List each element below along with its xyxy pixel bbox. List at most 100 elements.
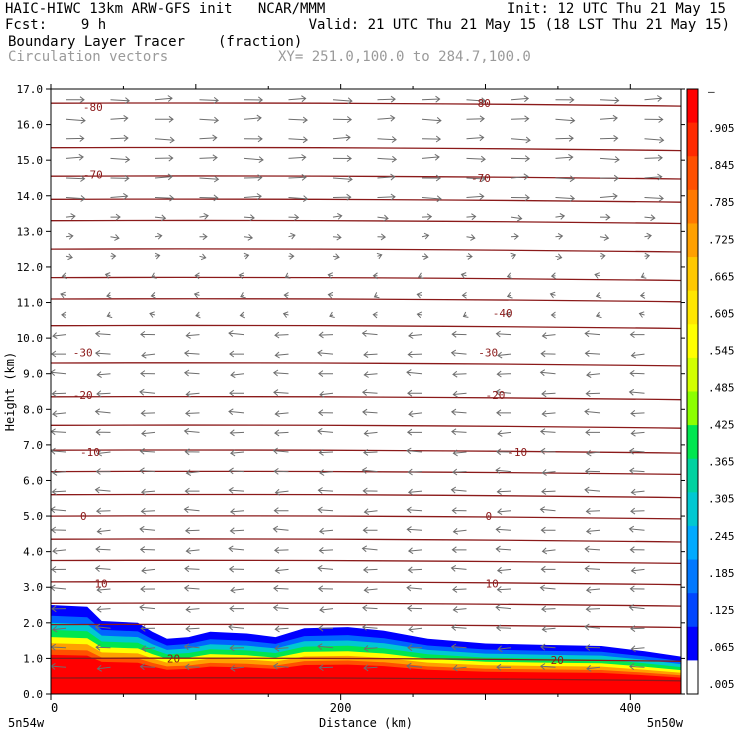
- y-tick-label: 12.0: [17, 261, 44, 274]
- colorbar-label: .725: [708, 233, 735, 246]
- wind-vector: [110, 97, 131, 105]
- wind-vector: [555, 175, 575, 183]
- wind-vector: [140, 585, 156, 593]
- y-tick-label: 2.0: [23, 617, 43, 630]
- wind-vector: [595, 311, 602, 319]
- wind-vector: [274, 331, 289, 339]
- wind-vector: [421, 213, 433, 221]
- wind-vector: [406, 526, 423, 533]
- wind-vector: [421, 117, 442, 124]
- wind-vector: [195, 311, 201, 319]
- wind-vector: [141, 430, 156, 437]
- wind-vector: [541, 469, 556, 476]
- wind-vector: [329, 311, 335, 318]
- wind-vector: [451, 624, 467, 631]
- wind-vector: [541, 547, 556, 555]
- wind-vector: [61, 272, 68, 280]
- wind-vector: [184, 663, 200, 671]
- wind-vector: [462, 311, 469, 318]
- wind-vector: [599, 156, 620, 163]
- wind-vector: [421, 153, 440, 161]
- colorbar-label: .485: [708, 382, 735, 395]
- temperature-contour: [51, 395, 681, 401]
- wind-vector: [496, 409, 512, 417]
- contour-label: 20: [167, 652, 180, 665]
- wind-vector: [510, 136, 531, 144]
- wind-vector: [199, 212, 209, 220]
- wind-vector: [418, 272, 424, 279]
- wind-vector: [630, 410, 645, 417]
- wind-vector: [184, 527, 200, 535]
- y-tick-label: 4.0: [23, 546, 43, 559]
- wind-vector: [376, 252, 383, 260]
- wind-vector: [539, 584, 556, 592]
- wind-vector: [243, 174, 263, 181]
- colorbar-label: .305: [708, 493, 735, 506]
- wind-vector: [639, 292, 646, 299]
- wind-vector: [416, 291, 423, 299]
- wind-vector: [363, 586, 378, 594]
- wind-vector: [228, 467, 245, 475]
- contour-label: 0: [485, 510, 492, 523]
- wind-vector: [239, 311, 246, 319]
- wind-vector: [228, 623, 245, 631]
- wind-vector: [406, 604, 423, 612]
- y-tick-label: 8.0: [23, 403, 43, 416]
- y-tick-label: 13.0: [17, 225, 44, 238]
- wind-vector: [65, 135, 85, 142]
- wind-vector: [228, 486, 245, 494]
- wind-vector: [599, 134, 619, 142]
- wind-vector: [640, 272, 647, 279]
- wind-vector: [274, 351, 289, 359]
- wind-vector: [199, 194, 219, 202]
- temperature-contour: [51, 677, 681, 682]
- wind-vector: [585, 586, 601, 594]
- wind-vector: [52, 625, 67, 633]
- wind-vector: [466, 193, 485, 200]
- wind-vector: [104, 272, 111, 279]
- wind-vector: [185, 625, 200, 633]
- field-name: Boundary Layer Tracer: [8, 34, 186, 50]
- wind-vector: [506, 292, 513, 299]
- wind-vector: [51, 350, 67, 358]
- temperature-contour: [51, 276, 681, 282]
- colorbar-swatch: [687, 391, 698, 426]
- wind-vector: [154, 194, 175, 202]
- wind-vector: [451, 507, 467, 514]
- wind-vector: [555, 232, 564, 240]
- temperature-contour: [51, 175, 681, 180]
- wind-vector: [60, 291, 67, 299]
- wind-vector: [497, 351, 512, 359]
- wind-vector: [584, 330, 601, 338]
- colorbar-label: .245: [708, 530, 735, 543]
- header-forecast-hour: Fcst: 9 h: [5, 17, 107, 33]
- colorbar-swatch: [687, 593, 698, 628]
- wind-vector: [555, 195, 576, 202]
- wind-vector: [510, 115, 530, 123]
- wind-vector: [510, 155, 531, 163]
- header-init-time: Init: 12 UTC Thu 21 May 15: [506, 1, 726, 17]
- wind-vector: [327, 272, 334, 279]
- wind-vector: [595, 292, 602, 299]
- temperature-contour: [51, 424, 681, 429]
- wind-vector: [416, 311, 423, 319]
- wind-vector: [452, 606, 467, 613]
- wind-vector: [288, 232, 296, 240]
- wind-vector: [406, 447, 423, 455]
- wind-vector: [584, 623, 601, 631]
- wind-vector: [540, 350, 556, 358]
- wind-vector: [139, 447, 156, 455]
- contour-label: -20: [73, 389, 93, 402]
- wind-vector: [363, 664, 378, 672]
- contour-label: 0: [80, 510, 87, 523]
- wind-vector: [586, 449, 601, 457]
- wind-vector: [228, 565, 245, 573]
- colorbar-swatch: [687, 357, 698, 392]
- wind-vector: [555, 96, 575, 104]
- wind-vector: [282, 311, 289, 318]
- contour-label: -80: [471, 97, 491, 110]
- wind-vector: [332, 253, 340, 261]
- wind-vector: [452, 449, 467, 457]
- colorbar-label: .845: [708, 159, 735, 172]
- wind-vector: [243, 135, 263, 143]
